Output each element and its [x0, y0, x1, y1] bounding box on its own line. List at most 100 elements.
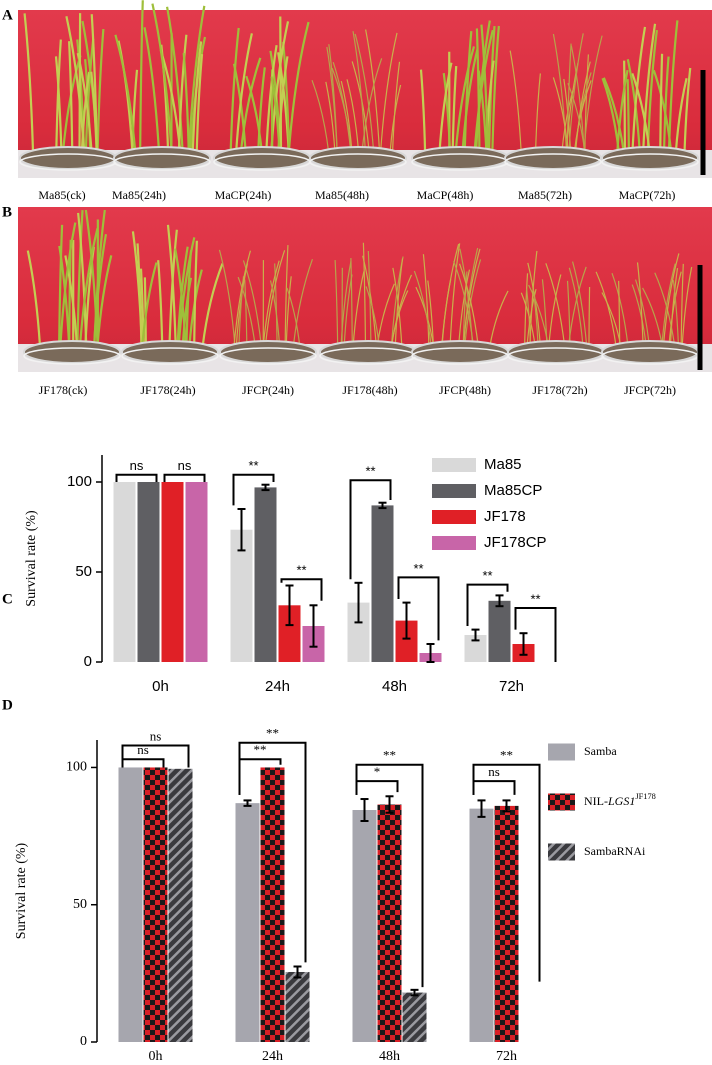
seedlings — [218, 245, 314, 347]
seedling-blade — [489, 290, 509, 347]
bar — [464, 635, 487, 662]
seedling-blade — [680, 263, 684, 347]
bar — [113, 482, 136, 662]
seedling-blade — [602, 77, 625, 153]
photo-caption: JF178(24h) — [140, 383, 195, 397]
petri-dish — [601, 340, 699, 364]
photo-caption: JF178(72h) — [532, 383, 587, 397]
seedlings — [23, 13, 105, 153]
error-bar — [293, 965, 302, 979]
legend-label: SambaRNAi — [584, 844, 646, 858]
seedling-blade — [244, 279, 248, 347]
seedling-blade — [59, 222, 77, 347]
seedling-blade — [668, 271, 682, 347]
seedling-blade — [380, 32, 398, 153]
bar — [352, 810, 377, 1042]
petri-dish — [507, 340, 605, 364]
seedling-blade — [68, 41, 74, 153]
seedling-blade — [567, 266, 587, 347]
significance-label: ** — [266, 726, 279, 741]
x-tick-label: 24h — [262, 1049, 283, 1064]
petri-dish — [113, 146, 211, 170]
seedling-blade — [552, 33, 568, 153]
dish-rim — [113, 153, 211, 171]
y-tick-label: 50 — [73, 897, 87, 912]
legend-label: Samba — [584, 744, 617, 758]
seedling-blade — [475, 28, 481, 153]
seedling-blade — [262, 260, 280, 347]
seedling-blade — [326, 46, 338, 153]
seedling-blade — [270, 76, 281, 153]
seedling-blade — [636, 262, 644, 347]
photo-caption: JFCP(72h) — [624, 383, 676, 397]
seedling-blade — [361, 58, 383, 153]
error-bar — [402, 601, 411, 640]
y-tick-label: 100 — [67, 473, 92, 490]
legend-swatch — [548, 793, 575, 811]
seedlings — [26, 209, 113, 347]
seedling-blade — [491, 25, 500, 153]
seedling-blade — [674, 77, 688, 153]
petri-dish — [213, 146, 311, 170]
seedling-blade — [438, 62, 453, 153]
seedling-blade — [461, 49, 479, 153]
bar — [137, 482, 160, 662]
significance-label: ** — [296, 563, 306, 578]
significance-label: ns — [150, 728, 162, 743]
legend-swatch — [432, 458, 476, 472]
seedling-blade — [683, 67, 692, 153]
seedling-blade — [583, 35, 603, 153]
seedling-blade — [451, 65, 458, 153]
significance-bracket — [355, 780, 399, 795]
seedling-blade — [352, 31, 366, 153]
petri-dish — [121, 340, 219, 364]
seedling-blade — [548, 274, 562, 347]
significance-label: ** — [413, 561, 423, 576]
legend-label: JF178 — [484, 508, 526, 525]
seedling-blade — [462, 248, 481, 347]
seedling-blade — [191, 41, 203, 153]
petri-dish — [601, 146, 699, 170]
bar — [230, 529, 253, 662]
legend-label-part: NIL- — [584, 794, 608, 808]
seedling-blade — [672, 280, 680, 347]
legend-label: NIL-LGS1JF178 — [584, 792, 656, 808]
seedling-blade — [64, 255, 79, 347]
seedling-blade — [545, 263, 566, 347]
seedling-blade — [642, 23, 657, 153]
seedling-blade — [195, 54, 204, 153]
error-bar — [360, 798, 369, 822]
photo-caption: Ma85(ck) — [38, 188, 85, 202]
seedling-blade — [568, 267, 584, 347]
legend-swatch — [432, 510, 476, 524]
bar — [235, 803, 260, 1042]
seedling-blade — [292, 258, 314, 347]
error-bar — [519, 632, 528, 656]
photo-panels: A Ma85(ck) Ma85(24h) MaCP(24h) Ma85(48h) MaCP… — [2, 0, 712, 397]
significance-bracket — [121, 744, 190, 768]
seedling-blade — [325, 81, 336, 153]
bar — [278, 605, 301, 662]
seedling-blade — [524, 273, 529, 347]
bar — [469, 808, 494, 1042]
seedling-blade — [631, 72, 651, 153]
seedling-blade — [58, 224, 64, 347]
petri-dish — [19, 146, 117, 170]
photo-caption: MaCP(24h) — [215, 188, 272, 202]
seedling-blade — [588, 286, 591, 347]
seedling-blade — [367, 250, 372, 347]
seedling-blade — [390, 290, 409, 347]
seedling-blade — [442, 72, 452, 153]
seedling-blade — [422, 254, 430, 347]
seedling-blade — [80, 71, 91, 153]
significance-label: ** — [500, 748, 513, 763]
x-tick-label: 72h — [499, 678, 524, 695]
seedling-blade — [193, 240, 198, 347]
error-bar — [385, 795, 394, 814]
seedling-blade — [458, 263, 479, 347]
seedling-blade — [26, 250, 42, 347]
seedling-blade — [575, 61, 591, 153]
bar — [285, 971, 310, 1042]
